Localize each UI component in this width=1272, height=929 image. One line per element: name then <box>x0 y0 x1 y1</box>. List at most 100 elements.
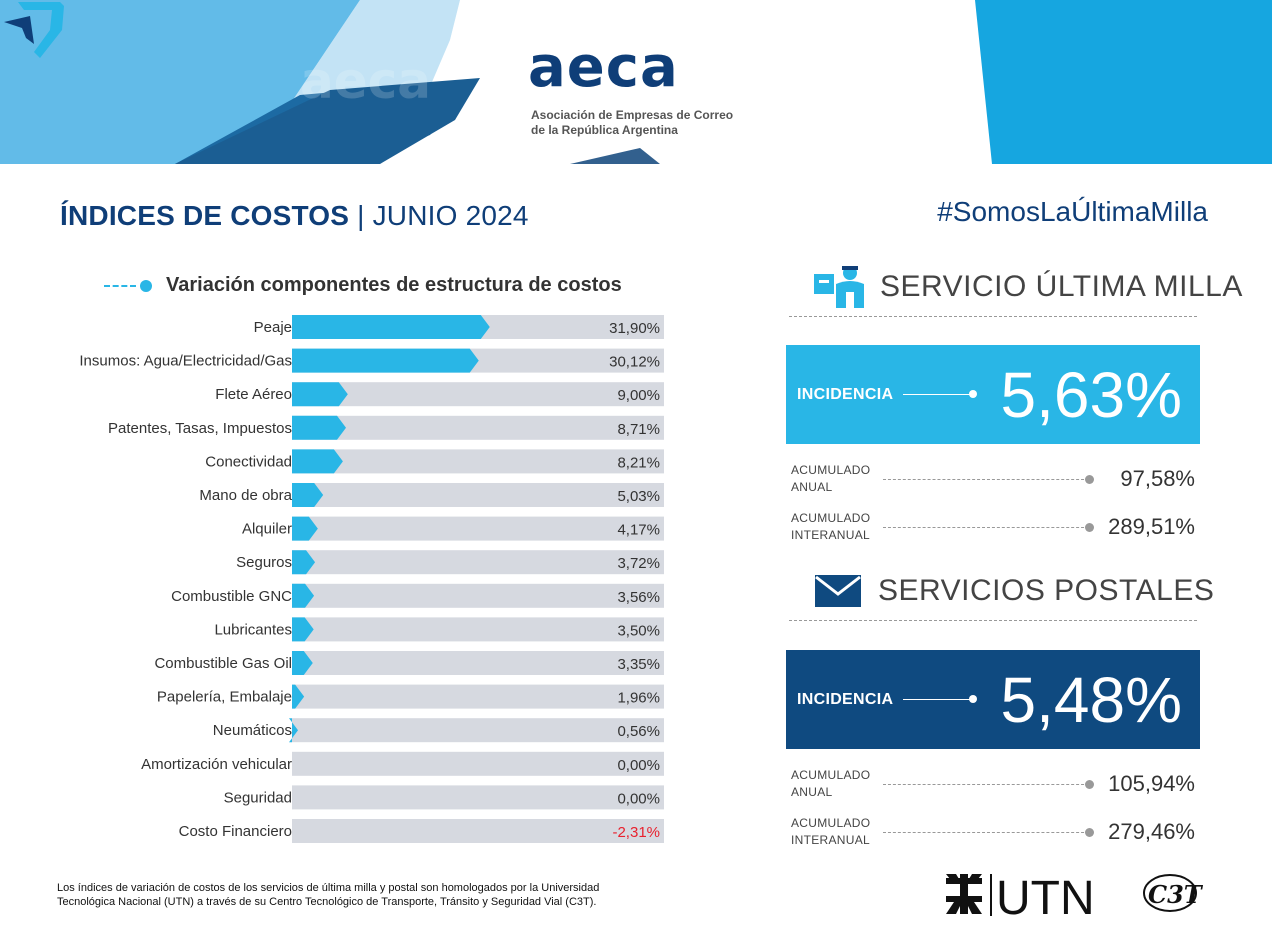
utn-logo: UTN C3T <box>946 872 1204 920</box>
bar <box>292 348 479 373</box>
category-label: Seguros <box>236 554 292 571</box>
value-label: 0,00% <box>617 757 660 774</box>
value-label: 3,72% <box>617 555 660 572</box>
last-mile-interannual-row: ACUMULADO INTERANUAL 289,51% <box>791 510 1195 544</box>
chart-title: Variación componentes de estructura de c… <box>166 274 622 296</box>
bar-track <box>292 718 664 743</box>
page-title-main: ÍNDICES DE COSTOS <box>60 200 350 231</box>
category-label: Combustible Gas Oil <box>154 655 292 672</box>
category-label: Combustible GNC <box>171 588 292 605</box>
bar-track <box>292 550 664 575</box>
category-label: Seguridad <box>224 789 292 806</box>
page-title-separator: | <box>357 200 365 231</box>
postal-incidence-value: 5,48% <box>1000 663 1182 736</box>
bar-track <box>292 516 664 541</box>
bar <box>292 550 316 575</box>
category-label: Alquiler <box>242 521 292 538</box>
last-mile-incidence-label: INCIDENCIA <box>797 385 894 403</box>
utn-emblem-icon <box>946 874 982 914</box>
value-label: 3,35% <box>617 656 660 673</box>
category-label: Papelería, Embalaje <box>157 689 292 706</box>
category-label: Costo Financiero <box>179 823 292 840</box>
postal-interannual-label: ACUMULADO INTERANUAL <box>791 815 883 849</box>
bar <box>292 449 343 474</box>
category-label: Amortización vehicular <box>141 756 292 773</box>
category-label: Flete Aéreo <box>215 386 292 403</box>
courier-icon <box>814 266 864 308</box>
header-banner: aeca aeca Asociación de Empresas de Corr… <box>0 0 1272 164</box>
footnote-line-2: Tecnológica Nacional (UTN) a través de s… <box>57 896 597 908</box>
postal-annual-value: 105,94% <box>1108 771 1195 796</box>
cost-variation-chart: Peaje 31,90% Insumos: Agua/Electricidad/Ga… <box>79 315 664 843</box>
footnote-line-1: Los índices de variación de costos de lo… <box>57 882 600 894</box>
bar <box>292 516 318 541</box>
bar-track <box>292 382 664 407</box>
bar <box>292 617 314 642</box>
bar-track <box>292 785 664 810</box>
value-label: 3,56% <box>617 589 660 606</box>
chart-heading: Variación componentes de estructura de c… <box>104 274 622 297</box>
bar <box>289 718 298 743</box>
last-mile-annual-leader <box>883 474 1094 484</box>
last-mile-incidence-pointer <box>903 390 978 398</box>
page-title-period: JUNIO 2024 <box>372 200 529 231</box>
value-label: 8,71% <box>617 421 660 438</box>
bar <box>292 684 305 709</box>
last-mile-interannual-leader <box>883 522 1094 532</box>
bar-track <box>292 617 664 642</box>
bar-track <box>292 819 664 843</box>
postal-interannual-label-1: ACUMULADO <box>791 816 871 830</box>
logo-subtitle-line-1: Asociación de Empresas de Correo <box>531 108 734 122</box>
last-mile-heading-text: SERVICIO ÚLTIMA MILLA <box>880 270 1243 303</box>
heading-dot <box>140 279 152 292</box>
postal-heading-text: SERVICIOS POSTALES <box>878 574 1215 607</box>
logo-subtitle: Asociación de Empresas de Correo de la R… <box>531 108 733 138</box>
postal-interannual-value: 279,46% <box>1108 819 1195 844</box>
c3t-logo: C3T <box>1143 874 1204 912</box>
footnote: Los índices de variación de costos de lo… <box>57 881 677 909</box>
postal-annual-label-1: ACUMULADO <box>791 768 871 782</box>
postal-incidence-box: INCIDENCIA 5,48% <box>786 650 1200 749</box>
postal-heading: SERVICIOS POSTALES <box>814 574 1214 608</box>
category-label: Peaje <box>254 319 292 336</box>
bar <box>292 315 490 339</box>
category-label: Mano de obra <box>199 487 292 504</box>
last-mile-annual-label-2: ANUAL <box>791 480 833 494</box>
hashtag: #SomosLaÚltimaMilla <box>937 196 1208 227</box>
last-mile-annual-label: ACUMULADO ANUAL <box>791 462 883 496</box>
value-label: 30,12% <box>609 354 660 371</box>
banner-background <box>0 0 1272 164</box>
last-mile-interannual-label-1: ACUMULADO <box>791 511 871 525</box>
bar-track <box>292 483 664 507</box>
bar-track <box>292 415 664 440</box>
aeca-logo-mark-icon <box>4 2 64 58</box>
category-label: Patentes, Tasas, Impuestos <box>108 420 292 437</box>
bar-track <box>292 449 664 474</box>
bar <box>292 483 324 507</box>
bar <box>292 382 348 407</box>
postal-annual-row: ACUMULADO ANUAL 105,94% <box>791 767 1195 801</box>
value-label: -2,31% <box>612 824 660 841</box>
category-label: Lubricantes <box>214 621 292 638</box>
logo-subtitle-line-2: de la República Argentina <box>531 123 678 137</box>
utn-text: UTN <box>996 872 1095 920</box>
bar <box>292 651 313 675</box>
bar-track <box>292 751 664 776</box>
bar-track <box>292 583 664 608</box>
value-label: 8,21% <box>617 454 660 471</box>
category-label: Conectividad <box>205 453 292 470</box>
heading-dashes <box>104 284 136 287</box>
last-mile-incidence-box: INCIDENCIA 5,63% <box>786 345 1200 444</box>
postal-interannual-row: ACUMULADO INTERANUAL 279,46% <box>791 815 1195 849</box>
postal-incidence-label: INCIDENCIA <box>797 690 894 708</box>
postal-incidence-pointer <box>903 695 978 703</box>
last-mile-annual-row: ACUMULADO ANUAL 97,58% <box>791 462 1195 496</box>
last-mile-divider <box>789 316 1197 317</box>
last-mile-incidence-value: 5,63% <box>1000 358 1182 431</box>
postal-interannual-label-2: INTERANUAL <box>791 833 871 847</box>
category-label: Insumos: Agua/Electricidad/Gas <box>79 353 292 370</box>
last-mile-interannual-value: 289,51% <box>1108 514 1195 539</box>
postal-divider <box>789 620 1197 621</box>
category-label: Neumáticos <box>213 722 292 739</box>
bar-track <box>292 651 664 675</box>
